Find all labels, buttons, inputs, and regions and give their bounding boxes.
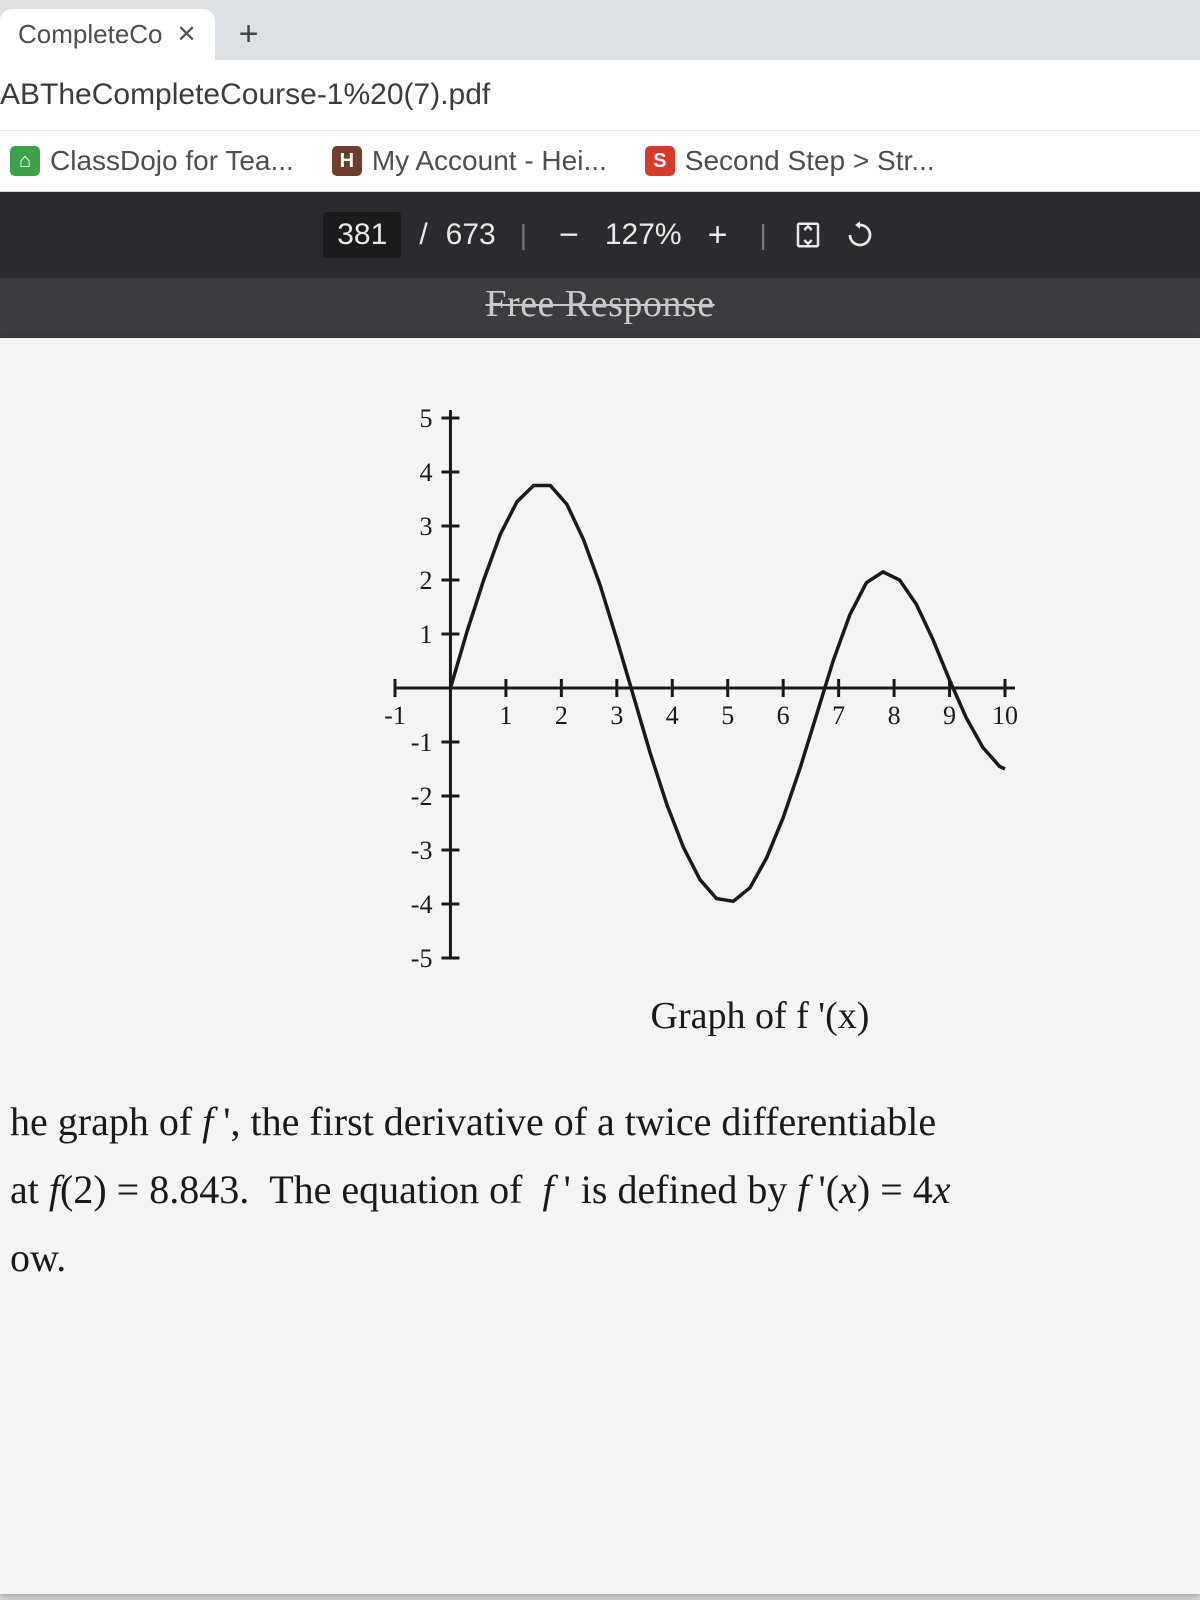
zoom-value: 127% [605, 218, 682, 252]
text-line: he graph of f ', the first derivative of… [10, 1088, 1190, 1156]
svg-text:-2: -2 [411, 782, 433, 811]
bookmark-label: Second Step > Str... [685, 145, 935, 177]
svg-text:-3: -3 [411, 836, 433, 865]
browser-tab-strip: CompleteCo ✕ + [0, 0, 1200, 60]
pdf-page: -1 1 2 3 4 5 6 7 8 9 10 5 4 3 2 1 -1 -2 -3 -4 -5 Graph of f '… [0, 338, 1200, 1594]
svg-text:4: 4 [666, 701, 679, 730]
divider: | [753, 219, 772, 251]
svg-text:-1: -1 [384, 701, 406, 730]
bookmark-label: ClassDojo for Tea... [50, 145, 294, 177]
tab-title: CompleteCo [18, 19, 163, 50]
derivative-chart: -1 1 2 3 4 5 6 7 8 9 10 5 4 3 2 1 -1 -2 -3 -4 -5 Graph of f '… [305, 398, 1025, 1038]
svg-text:3: 3 [610, 701, 623, 730]
svg-text:-4: -4 [411, 890, 433, 919]
page-total: 673 [446, 218, 496, 252]
favicon-s-icon: S [645, 146, 675, 176]
svg-text:5: 5 [721, 701, 734, 730]
svg-text:-1: -1 [411, 728, 433, 757]
svg-text:8: 8 [888, 701, 901, 730]
bookmark-secondstep[interactable]: S Second Step > Str... [645, 145, 935, 177]
bookmark-myaccount[interactable]: H My Account - Hei... [332, 145, 607, 177]
fit-page-icon[interactable] [791, 218, 825, 252]
pdf-viewport[interactable]: Free Response -1 1 2 3 4 5 6 7 8 9 10 5 4 3 2 1 -1 -2 -3 -4… [0, 278, 1200, 1594]
new-tab-button[interactable]: + [215, 15, 283, 54]
zoom-out-button[interactable]: − [551, 216, 587, 255]
favicon-h-icon: H [332, 146, 362, 176]
pdf-toolbar: 381 / 673 | − 127% + | [0, 192, 1200, 278]
svg-text:1: 1 [419, 620, 432, 649]
page-separator: / [419, 218, 427, 252]
text-line: at f(2) = 8.843. The equation of f ' is … [10, 1156, 1190, 1224]
svg-text:3: 3 [419, 512, 432, 541]
close-icon[interactable]: ✕ [177, 20, 197, 49]
svg-text:2: 2 [419, 566, 432, 595]
svg-text:Graph of f '(x): Graph of f '(x) [651, 995, 870, 1037]
svg-text:6: 6 [777, 701, 790, 730]
favicon-classdojo-icon: ⌂ [10, 146, 40, 176]
chart-svg: -1 1 2 3 4 5 6 7 8 9 10 5 4 3 2 1 -1 -2 -3 -4 -5 Graph of f '… [305, 398, 1025, 1038]
bookmark-label: My Account - Hei... [372, 145, 607, 177]
page-current-input[interactable]: 381 [323, 212, 401, 258]
svg-text:5: 5 [419, 404, 432, 433]
text-line: ow. [10, 1224, 1190, 1292]
svg-text:9: 9 [943, 701, 956, 730]
bookmarks-bar: ⌂ ClassDojo for Tea... H My Account - He… [0, 131, 1200, 192]
url-text: ABTheCompleteCourse-1%20(7).pdf [0, 78, 490, 111]
browser-tab[interactable]: CompleteCo ✕ [0, 9, 215, 60]
section-header: Free Response [0, 278, 1200, 338]
svg-text:2: 2 [555, 701, 568, 730]
svg-text:-5: -5 [411, 944, 433, 973]
divider: | [514, 219, 533, 251]
zoom-in-button[interactable]: + [700, 216, 736, 255]
bookmark-classdojo[interactable]: ⌂ ClassDojo for Tea... [10, 145, 294, 177]
url-bar[interactable]: ABTheCompleteCourse-1%20(7).pdf [0, 60, 1200, 131]
svg-text:1: 1 [499, 701, 512, 730]
svg-text:7: 7 [832, 701, 845, 730]
svg-text:4: 4 [419, 458, 432, 487]
rotate-icon[interactable] [843, 218, 877, 252]
svg-text:10: 10 [992, 701, 1018, 730]
problem-text: he graph of f ', the first derivative of… [10, 1038, 1190, 1292]
